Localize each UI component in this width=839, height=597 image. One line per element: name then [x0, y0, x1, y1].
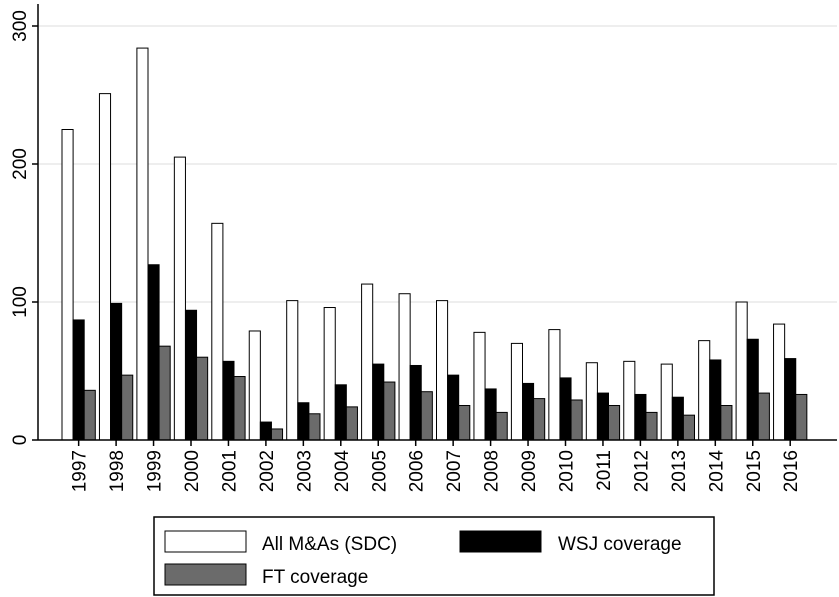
- bar-ft-2006: [420, 391, 433, 441]
- x-tick-label: 2003: [294, 450, 315, 492]
- y-tick-label: 200: [10, 148, 31, 180]
- bar-sdc-2012: [623, 360, 636, 441]
- bar-sdc-2013: [660, 363, 673, 441]
- legend-label-sdc: All M&As (SDC): [262, 534, 397, 555]
- bar-wsj-2003: [297, 402, 310, 441]
- bars: [61, 47, 808, 441]
- x-tick-label: 2009: [519, 450, 540, 492]
- bar-sdc-2005: [361, 283, 374, 441]
- bar-sdc-2006: [398, 293, 411, 441]
- x-ticks: 1997 1998 1999 2000 2001 2002 2003 2004 2005 2006…: [70, 440, 802, 493]
- bar-sdc-2002: [248, 330, 261, 441]
- bar-sdc-2009: [510, 342, 523, 441]
- x-tick-label: 2015: [744, 450, 765, 492]
- bar-wsj-2002: [259, 421, 272, 441]
- bar-ft-2015: [757, 392, 770, 441]
- x-tick-label: 2004: [332, 450, 353, 493]
- bar-sdc-2014: [698, 340, 711, 441]
- bar-sdc-2010: [548, 329, 561, 441]
- bar-ft-2007: [458, 405, 471, 441]
- x-tick-label: 1997: [70, 450, 91, 492]
- bar-ft-2000: [196, 356, 209, 441]
- x-tick-label: 1999: [145, 450, 166, 492]
- x-tick-label: 2007: [444, 450, 465, 492]
- bar-wsj-2006: [409, 364, 422, 441]
- bar-ft-2003: [308, 413, 321, 441]
- bar-wsj-2011: [596, 392, 610, 441]
- x-tick-label: 2002: [257, 450, 278, 492]
- legend-swatch-sdc: [164, 530, 247, 553]
- bar-sdc-2016: [773, 323, 786, 441]
- x-tick-label: 2013: [669, 450, 690, 492]
- y-tick-label: 100: [10, 286, 31, 318]
- bar-wsj-2015: [746, 338, 759, 441]
- bar-sdc-2007: [436, 300, 449, 441]
- bar-wsj-2001: [222, 360, 235, 441]
- bar-sdc-2008: [473, 331, 486, 441]
- legend-frame: [153, 516, 715, 596]
- bar-sdc-1997: [61, 129, 74, 441]
- bar-sdc-2015: [735, 301, 748, 441]
- y-tick-label: 0: [10, 435, 31, 446]
- x-tick-label: 2014: [706, 450, 727, 493]
- bar-sdc-2011: [585, 362, 598, 441]
- legend-swatch-wsj: [459, 530, 542, 553]
- x-tick-label: 2011: [594, 450, 615, 491]
- bar-ft-2005: [383, 381, 396, 441]
- bar-ft-2014: [720, 405, 733, 441]
- bar-ft-2010: [570, 399, 583, 441]
- bar-ft-2002: [270, 428, 284, 441]
- bar-sdc-2001: [211, 222, 224, 441]
- legend-swatch-ft: [164, 563, 247, 586]
- bar-sdc-2004: [323, 307, 336, 441]
- bar-wsj-2000: [184, 309, 198, 441]
- x-tick-label: 1998: [107, 450, 128, 492]
- bar-wsj-1997: [72, 319, 85, 441]
- y-tick-label: 300: [10, 10, 31, 42]
- x-tick-label: 2000: [182, 450, 203, 492]
- bar-wsj-2005: [372, 363, 385, 441]
- gridlines: [38, 25, 837, 303]
- bar-ft-2012: [645, 411, 658, 441]
- bar-wsj-2007: [447, 374, 460, 441]
- bar-wsj-2014: [709, 359, 722, 441]
- bar-wsj-2004: [334, 384, 347, 441]
- bar-ft-2004: [345, 406, 358, 441]
- x-tick-label: 2001: [219, 450, 240, 492]
- bar-ft-1999: [158, 345, 171, 441]
- legend-label-ft: FT coverage: [262, 567, 368, 588]
- bar-sdc-2003: [286, 300, 299, 441]
- bar-wsj-2009: [522, 382, 535, 441]
- x-tick-label: 2012: [631, 450, 652, 492]
- bar-sdc-2000: [173, 156, 186, 441]
- x-tick-label: 2006: [407, 450, 428, 492]
- bar-ft-2001: [233, 376, 246, 441]
- x-tick-label: 2005: [369, 450, 390, 492]
- y-ticks: 0 100 200 300: [10, 10, 38, 445]
- x-tick-label: 2016: [781, 450, 802, 492]
- bar-ft-2011: [608, 405, 621, 441]
- bar-sdc-1998: [98, 93, 112, 441]
- bar-sdc-1999: [136, 47, 149, 441]
- bar-wsj-2016: [784, 358, 797, 441]
- bar-wsj-1999: [147, 264, 160, 441]
- bar-wsj-2013: [671, 396, 684, 441]
- bar-wsj-2008: [484, 388, 497, 441]
- x-tick-label: 2010: [557, 450, 578, 492]
- bar-ft-2009: [533, 398, 546, 441]
- bar-ft-2016: [795, 393, 808, 441]
- bar-ft-2008: [495, 411, 508, 441]
- bar-wsj-2010: [559, 377, 572, 441]
- x-tick-label: 2008: [482, 450, 503, 492]
- legend-label-wsj: WSJ coverage: [558, 534, 682, 555]
- bar-wsj-2012: [634, 393, 647, 441]
- legend: All M&As (SDC) WSJ coverage FT coverage: [153, 516, 715, 596]
- bar-ft-1998: [121, 374, 134, 441]
- bar-ft-1997: [83, 389, 96, 441]
- bar-wsj-1998: [110, 302, 123, 441]
- bar-ft-2013: [682, 414, 696, 441]
